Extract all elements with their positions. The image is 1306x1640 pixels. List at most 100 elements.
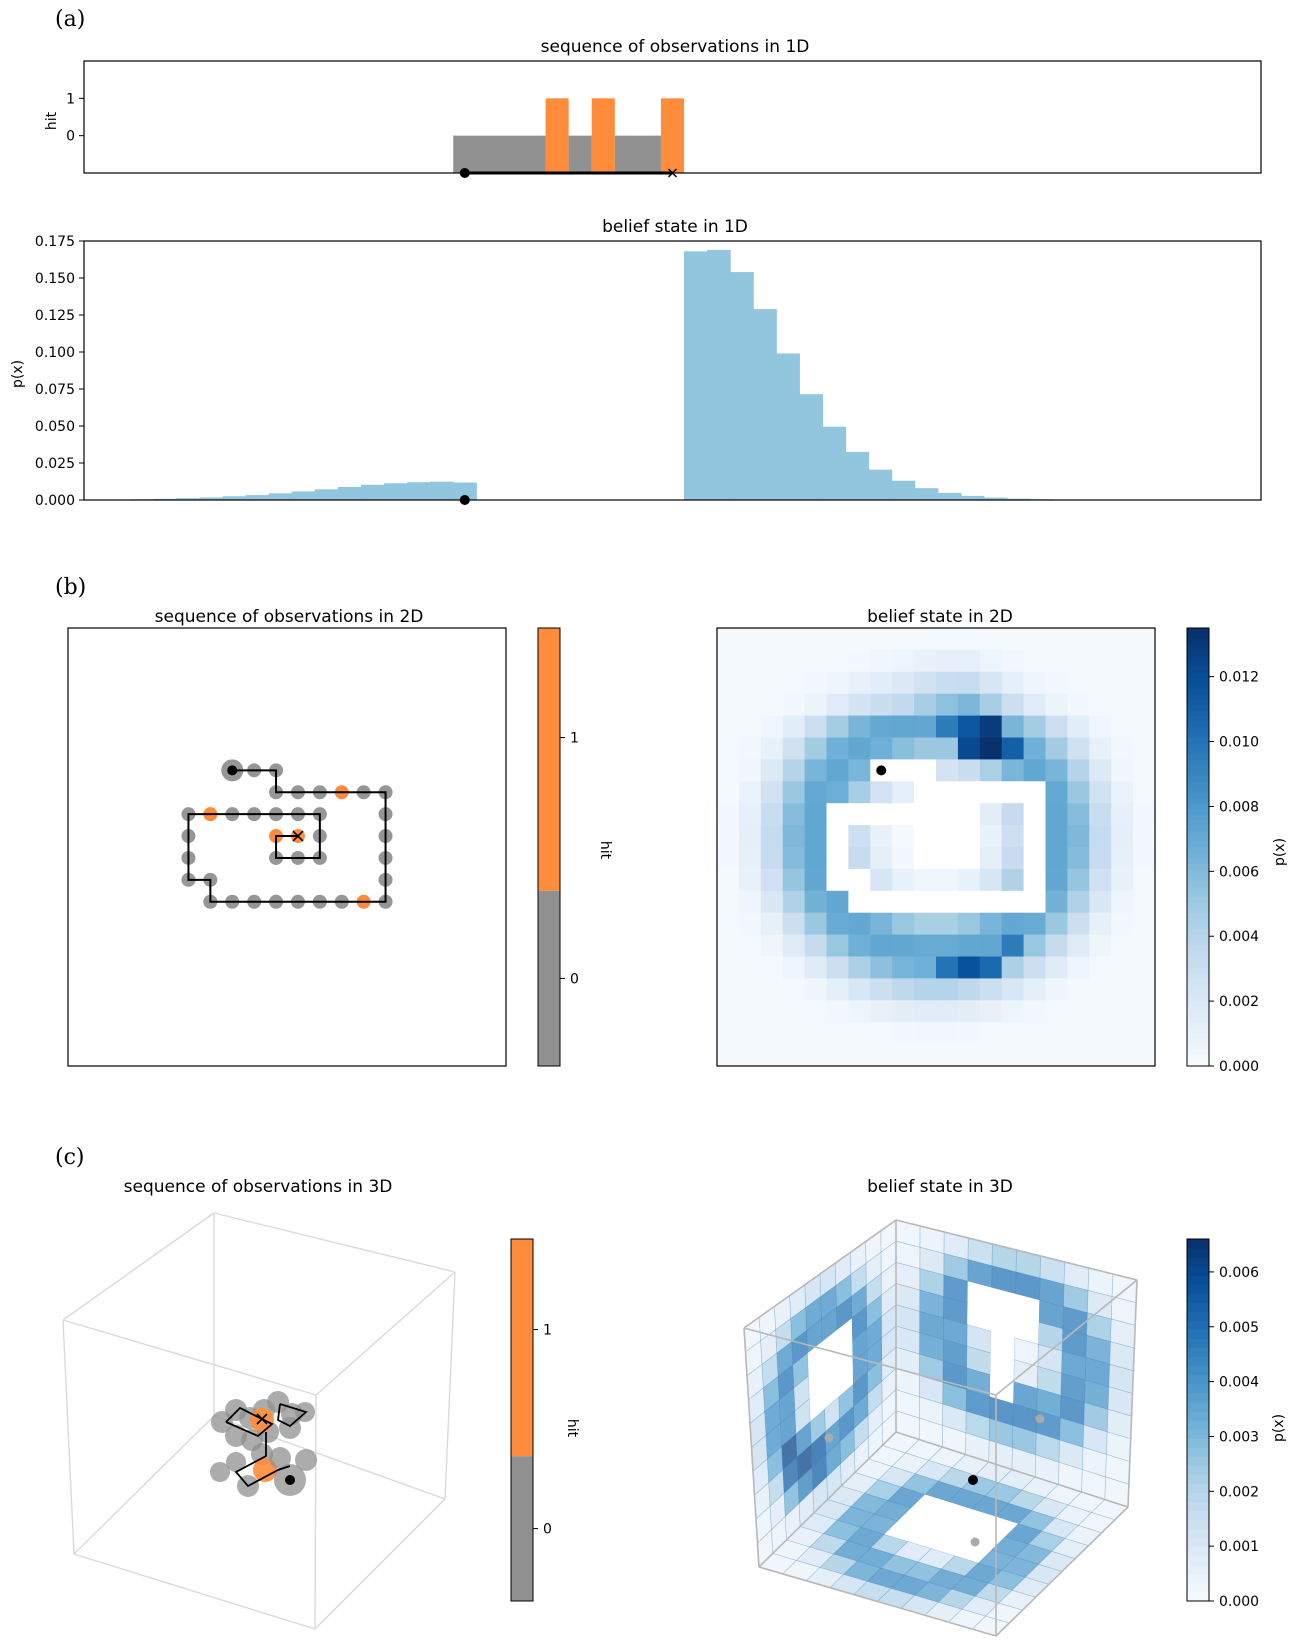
belief-2d-cell bbox=[738, 781, 762, 804]
belief-2d-cell bbox=[848, 1000, 871, 1023]
p-colorbar-3d-step bbox=[1187, 1329, 1209, 1340]
belief-2d-cell bbox=[738, 628, 762, 651]
belief-3d-floor-cell bbox=[934, 1501, 972, 1523]
p-colorbar-3d-step bbox=[1187, 1347, 1209, 1358]
p-colorbar-2d-step bbox=[1187, 1022, 1209, 1029]
hit-colorbar-3d-miss-segment bbox=[511, 1456, 533, 1601]
belief-1d-bar-9 bbox=[337, 486, 362, 500]
belief-2d-cell bbox=[1133, 1000, 1156, 1023]
belief-1d-bar-26 bbox=[730, 272, 754, 500]
belief-2d-cell bbox=[957, 803, 981, 826]
p-colorbar-3d-step bbox=[1187, 1537, 1209, 1548]
p-colorbar-3d-step bbox=[1187, 1573, 1209, 1584]
p-colorbar-3d-frame bbox=[1186, 1238, 1210, 1602]
obs-3d-box-edge bbox=[213, 1212, 456, 1273]
belief-1d-bar-8 bbox=[314, 489, 339, 500]
belief-2d-cell bbox=[1023, 868, 1046, 892]
belief-2d-cell bbox=[782, 781, 805, 804]
belief-2d-cell bbox=[848, 737, 871, 760]
p-colorbar-3d-step bbox=[1187, 1447, 1209, 1457]
p-colorbar-2d-tick-label: 0.002 bbox=[1219, 994, 1259, 1010]
belief-2d-cell bbox=[1023, 715, 1046, 738]
belief-2d-cell bbox=[826, 1044, 849, 1067]
p-colorbar-2d-step bbox=[1187, 748, 1209, 755]
belief-2d-cell bbox=[717, 803, 740, 826]
belief-2d-cell bbox=[804, 868, 827, 892]
p-colorbar-2d-step bbox=[1187, 830, 1209, 837]
belief-1d-bar-29 bbox=[799, 394, 824, 500]
belief-2d-cell bbox=[1111, 847, 1134, 870]
belief-2d-cell bbox=[1001, 649, 1024, 673]
belief-1d-bar-2 bbox=[176, 498, 200, 500]
belief-2d-cell bbox=[870, 890, 893, 914]
belief-2d-cell bbox=[892, 1000, 915, 1023]
belief-2d-cell bbox=[892, 912, 915, 935]
belief-3d-left-cell bbox=[823, 1352, 839, 1387]
belief-2d-cell bbox=[1133, 847, 1156, 870]
p-colorbar-2d-step bbox=[1187, 688, 1209, 695]
belief-2d-cell bbox=[892, 934, 915, 957]
belief-3d-left-cell bbox=[808, 1364, 824, 1399]
p-colorbar-3d-step bbox=[1187, 1392, 1209, 1403]
belief-2d-cell bbox=[914, 803, 937, 826]
p-colorbar-2d-tick-label: 0.012 bbox=[1219, 670, 1259, 686]
belief-3d-plot bbox=[743, 1219, 1138, 1637]
p-colorbar-2d-step bbox=[1187, 792, 1209, 799]
belief-2d-cell bbox=[936, 715, 959, 738]
belief-2d-cell bbox=[1133, 671, 1156, 695]
hit-colorbar-3d-label: hit bbox=[564, 1419, 580, 1438]
obs-2d-path bbox=[187, 769, 387, 903]
belief-2d-cell bbox=[717, 737, 740, 760]
belief-2d-cell bbox=[979, 715, 1003, 738]
belief-2d-cell bbox=[848, 715, 871, 738]
belief-1d-bar-33 bbox=[891, 480, 916, 500]
belief-2d-cell bbox=[782, 1000, 805, 1023]
belief-2d-cell bbox=[1001, 1000, 1024, 1023]
p-colorbar-3d-step bbox=[1187, 1275, 1209, 1285]
p-colorbar-2d-step bbox=[1187, 797, 1209, 804]
belief-2d-cell bbox=[804, 847, 827, 870]
belief-2d-cell bbox=[979, 737, 1003, 760]
belief-2d-cell bbox=[1045, 978, 1068, 1001]
belief-2d-cell bbox=[782, 912, 805, 935]
belief-2d-cell bbox=[1067, 847, 1090, 870]
obs-2d-frame bbox=[67, 627, 507, 1067]
belief-2d-cell bbox=[914, 671, 937, 695]
p-colorbar-2d-step bbox=[1187, 808, 1209, 815]
belief-2d-cell bbox=[957, 847, 981, 870]
hit-colorbar-3d-hit-segment bbox=[511, 1239, 533, 1457]
obs-3d-box-edge bbox=[73, 1553, 316, 1630]
belief-2d-cell bbox=[1023, 671, 1046, 695]
belief-2d-cell bbox=[892, 649, 915, 673]
belief-2d-cell bbox=[760, 628, 784, 651]
p-colorbar-2d-step bbox=[1187, 726, 1209, 733]
obs-1d-plot: 01 bbox=[66, 60, 1262, 178]
belief-1d-bar-11 bbox=[384, 483, 408, 500]
belief-2d-cell bbox=[1067, 1022, 1090, 1045]
p-colorbar-3d-step bbox=[1187, 1483, 1209, 1493]
p-colorbar-2d-step bbox=[1187, 1060, 1209, 1067]
belief-2d-cell bbox=[717, 671, 740, 695]
belief-1d-bar-3 bbox=[199, 497, 223, 500]
belief-2d-cell bbox=[717, 693, 740, 716]
belief-2d-cell bbox=[1023, 1000, 1046, 1023]
belief-2d-cell bbox=[870, 1044, 893, 1067]
belief-2d-cell bbox=[826, 628, 849, 651]
belief-2d-cell bbox=[1111, 825, 1134, 848]
belief-2d-cell bbox=[848, 868, 871, 892]
belief-2d-cell bbox=[979, 649, 1003, 673]
belief-2d-cell bbox=[760, 715, 784, 738]
belief-2d-cell bbox=[892, 737, 915, 760]
p-colorbar-3d-tick-label: 0.001 bbox=[1219, 1539, 1259, 1555]
obs-3d-path-upper-2 bbox=[277, 1403, 308, 1428]
belief-2d-cell bbox=[870, 803, 893, 826]
belief-2d-cell bbox=[1067, 803, 1090, 826]
belief-1d-bar-37 bbox=[984, 497, 1008, 500]
p-colorbar-2d-step bbox=[1187, 994, 1209, 1001]
obs-1d-bar-4 bbox=[614, 135, 661, 173]
belief-2d-cell bbox=[957, 649, 981, 673]
belief-3d-floor-cell bbox=[958, 1509, 995, 1530]
p-colorbar-2d-label: p(x) bbox=[1272, 838, 1288, 866]
belief-2d-cell bbox=[979, 1000, 1003, 1023]
belief-2d-cell bbox=[936, 649, 959, 673]
